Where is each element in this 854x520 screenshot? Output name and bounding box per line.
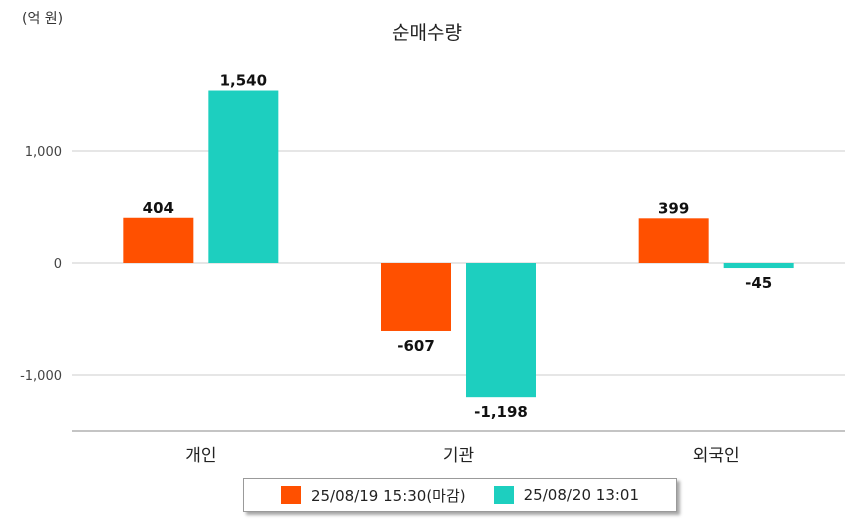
bar [381, 263, 451, 331]
category-label: 기관 [443, 446, 474, 466]
legend-label-series-1: 25/08/19 15:30(마감) [310, 486, 466, 505]
y-tick-label: -1,000 [20, 369, 62, 384]
bar [466, 263, 536, 398]
legend-swatch-series-2 [493, 486, 514, 504]
chart-title: 순매수량 [392, 22, 462, 44]
category-label: 외국인 [693, 446, 740, 466]
bar [638, 218, 709, 263]
legend-item-series-2[interactable]: 25/08/20 13:01 [493, 486, 640, 504]
y-tick-label: 1,000 [25, 145, 62, 160]
data-label: 399 [658, 199, 689, 217]
data-label: -607 [397, 337, 435, 355]
data-label: 404 [143, 199, 174, 217]
data-label: -1,198 [474, 403, 528, 421]
bar [123, 217, 194, 263]
data-label: 1,540 [220, 72, 267, 90]
legend: 25/08/19 15:30(마감) 25/08/20 13:01 [243, 478, 677, 512]
bar [723, 263, 794, 269]
category-label: 개인 [185, 446, 216, 466]
data-label: -45 [745, 274, 772, 292]
legend-label-series-2: 25/08/20 13:01 [523, 486, 640, 504]
unit-label: (억 원) [22, 11, 64, 27]
bar [208, 90, 279, 264]
chart-svg: 1,000 0 -1,000 404 1,540 개인 -607 -1,198 기관 399 -45… [20, 72, 845, 466]
legend-item-series-1[interactable]: 25/08/19 15:30(마감) [280, 485, 466, 506]
legend-swatch-series-1 [280, 486, 301, 504]
y-tick-label: 0 [54, 257, 62, 272]
